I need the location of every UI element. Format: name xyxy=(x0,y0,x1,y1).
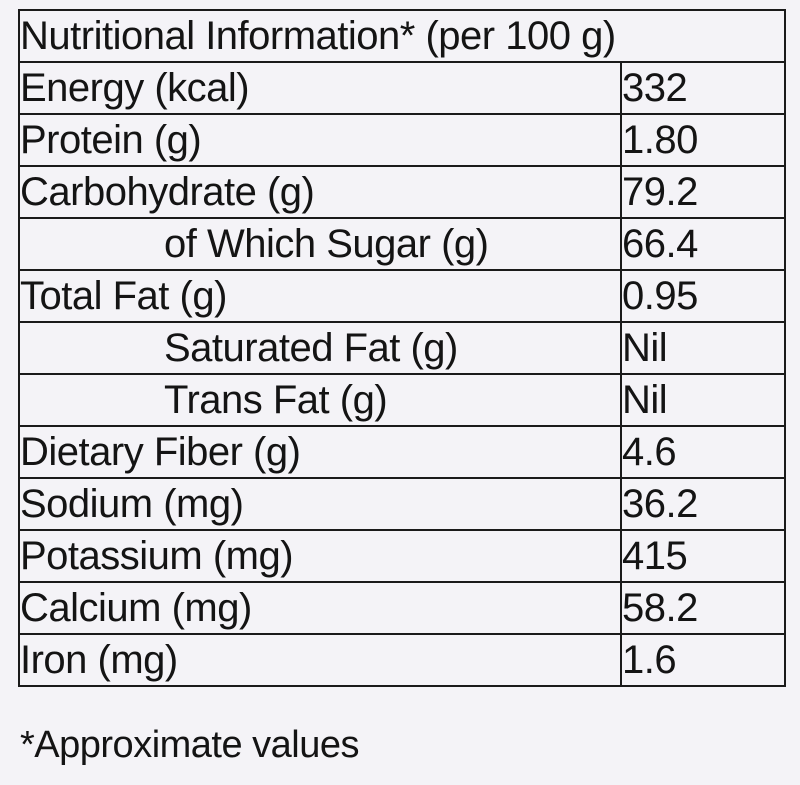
table-row: Energy (kcal) 332 xyxy=(18,61,787,115)
nutrient-name: Potassium (mg) xyxy=(18,529,622,583)
nutrient-name: Saturated Fat (g) xyxy=(18,321,622,375)
nutrient-value: 332 xyxy=(619,61,787,115)
nutrient-name: Sodium (mg) xyxy=(18,477,622,531)
nutrient-value: 1.6 xyxy=(619,633,787,687)
table-row: Sodium (mg) 36.2 xyxy=(18,477,787,531)
nutrient-value: 4.6 xyxy=(619,425,787,479)
nutrient-value: 79.2 xyxy=(619,165,787,219)
nutrition-panel: Nutritional Information* (per 100 g) Ene… xyxy=(17,9,787,687)
nutrient-name: Iron (mg) xyxy=(18,633,622,687)
nutrient-name: Dietary Fiber (g) xyxy=(18,425,622,479)
nutrient-value: 66.4 xyxy=(619,217,787,271)
table-body: Energy (kcal) 332 Protein (g) 1.80 Carbohydr… xyxy=(18,61,787,687)
table-row: Carbohydrate (g) 79.2 xyxy=(18,165,787,219)
footnote: *Approximate values xyxy=(20,724,360,766)
nutrient-value: Nil xyxy=(619,373,787,427)
nutrient-value: 415 xyxy=(619,529,787,583)
table-row: Protein (g) 1.80 xyxy=(18,113,787,167)
table-row: Saturated Fat (g) Nil xyxy=(18,321,787,375)
nutrient-name: Total Fat (g) xyxy=(18,269,622,323)
table-row: Total Fat (g) 0.95 xyxy=(18,269,787,323)
table-title: Nutritional Information* (per 100 g) xyxy=(17,9,787,63)
nutrient-value: 1.80 xyxy=(619,113,787,167)
nutrient-name: Calcium (mg) xyxy=(18,581,622,635)
nutrient-name: of Which Sugar (g) xyxy=(18,217,622,271)
table-row: Trans Fat (g) Nil xyxy=(18,373,787,427)
table-header-row: Nutritional Information* (per 100 g) xyxy=(17,9,787,63)
nutrient-value: Nil xyxy=(619,321,787,375)
nutrient-name: Energy (kcal) xyxy=(18,61,622,115)
table-row: Calcium (mg) 58.2 xyxy=(18,581,787,635)
nutrient-value: 58.2 xyxy=(619,581,787,635)
nutrient-name: Trans Fat (g) xyxy=(18,373,622,427)
nutrient-value: 36.2 xyxy=(619,477,787,531)
table-row: Dietary Fiber (g) 4.6 xyxy=(18,425,787,479)
nutrient-name: Carbohydrate (g) xyxy=(18,165,622,219)
nutrition-table: Nutritional Information* (per 100 g) Ene… xyxy=(17,9,787,687)
nutrient-name: Protein (g) xyxy=(18,113,622,167)
nutrient-value: 0.95 xyxy=(619,269,787,323)
table-row: Potassium (mg) 415 xyxy=(18,529,787,583)
table-row: Iron (mg) 1.6 xyxy=(18,633,787,687)
table-row: of Which Sugar (g) 66.4 xyxy=(18,217,787,271)
